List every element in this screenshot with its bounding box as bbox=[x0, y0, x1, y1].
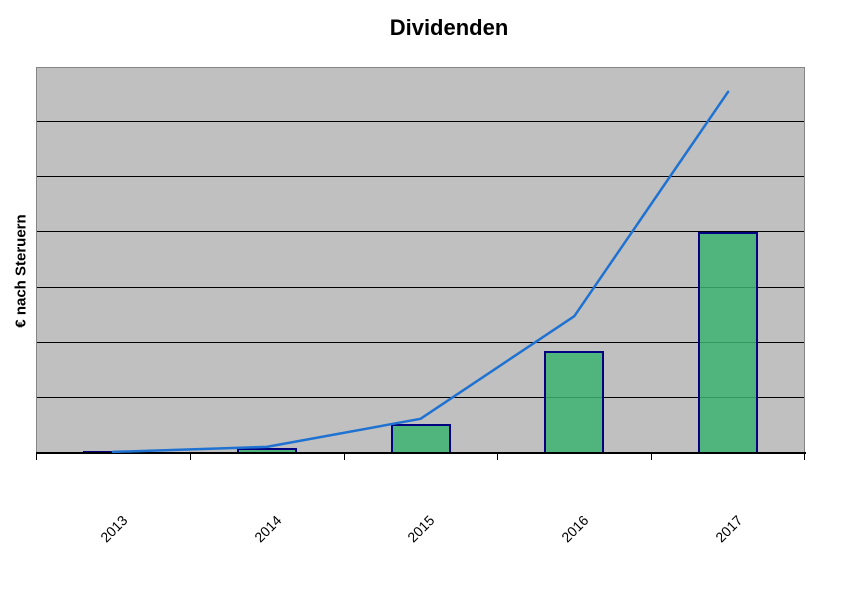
gridline bbox=[36, 231, 805, 232]
bar-2017 bbox=[698, 232, 758, 453]
gridline bbox=[36, 342, 805, 343]
x-axis-line bbox=[36, 452, 806, 454]
x-axis-label-2014: 2014 bbox=[250, 512, 285, 546]
x-axis-tick bbox=[344, 452, 345, 460]
gridline bbox=[36, 121, 805, 122]
gridline bbox=[36, 176, 805, 177]
x-axis-label-2017: 2017 bbox=[711, 512, 746, 546]
bar-2015 bbox=[391, 424, 451, 453]
plot-background bbox=[36, 67, 805, 453]
x-axis-tick bbox=[190, 452, 191, 460]
gridline bbox=[36, 397, 805, 398]
x-axis-tick bbox=[804, 452, 805, 460]
y-axis-title: € nach Steruern bbox=[12, 214, 30, 328]
x-axis-label-2016: 2016 bbox=[557, 512, 592, 546]
x-axis-label-2015: 2015 bbox=[403, 512, 438, 546]
plot-area bbox=[36, 67, 805, 453]
x-axis-tick bbox=[497, 452, 498, 460]
x-axis-tick bbox=[651, 452, 652, 460]
gridline bbox=[36, 287, 805, 288]
x-axis-label-2013: 2013 bbox=[96, 512, 131, 546]
bar-2016 bbox=[544, 351, 604, 453]
chart-title: Dividenden bbox=[389, 15, 509, 40]
x-axis-tick bbox=[36, 452, 37, 460]
